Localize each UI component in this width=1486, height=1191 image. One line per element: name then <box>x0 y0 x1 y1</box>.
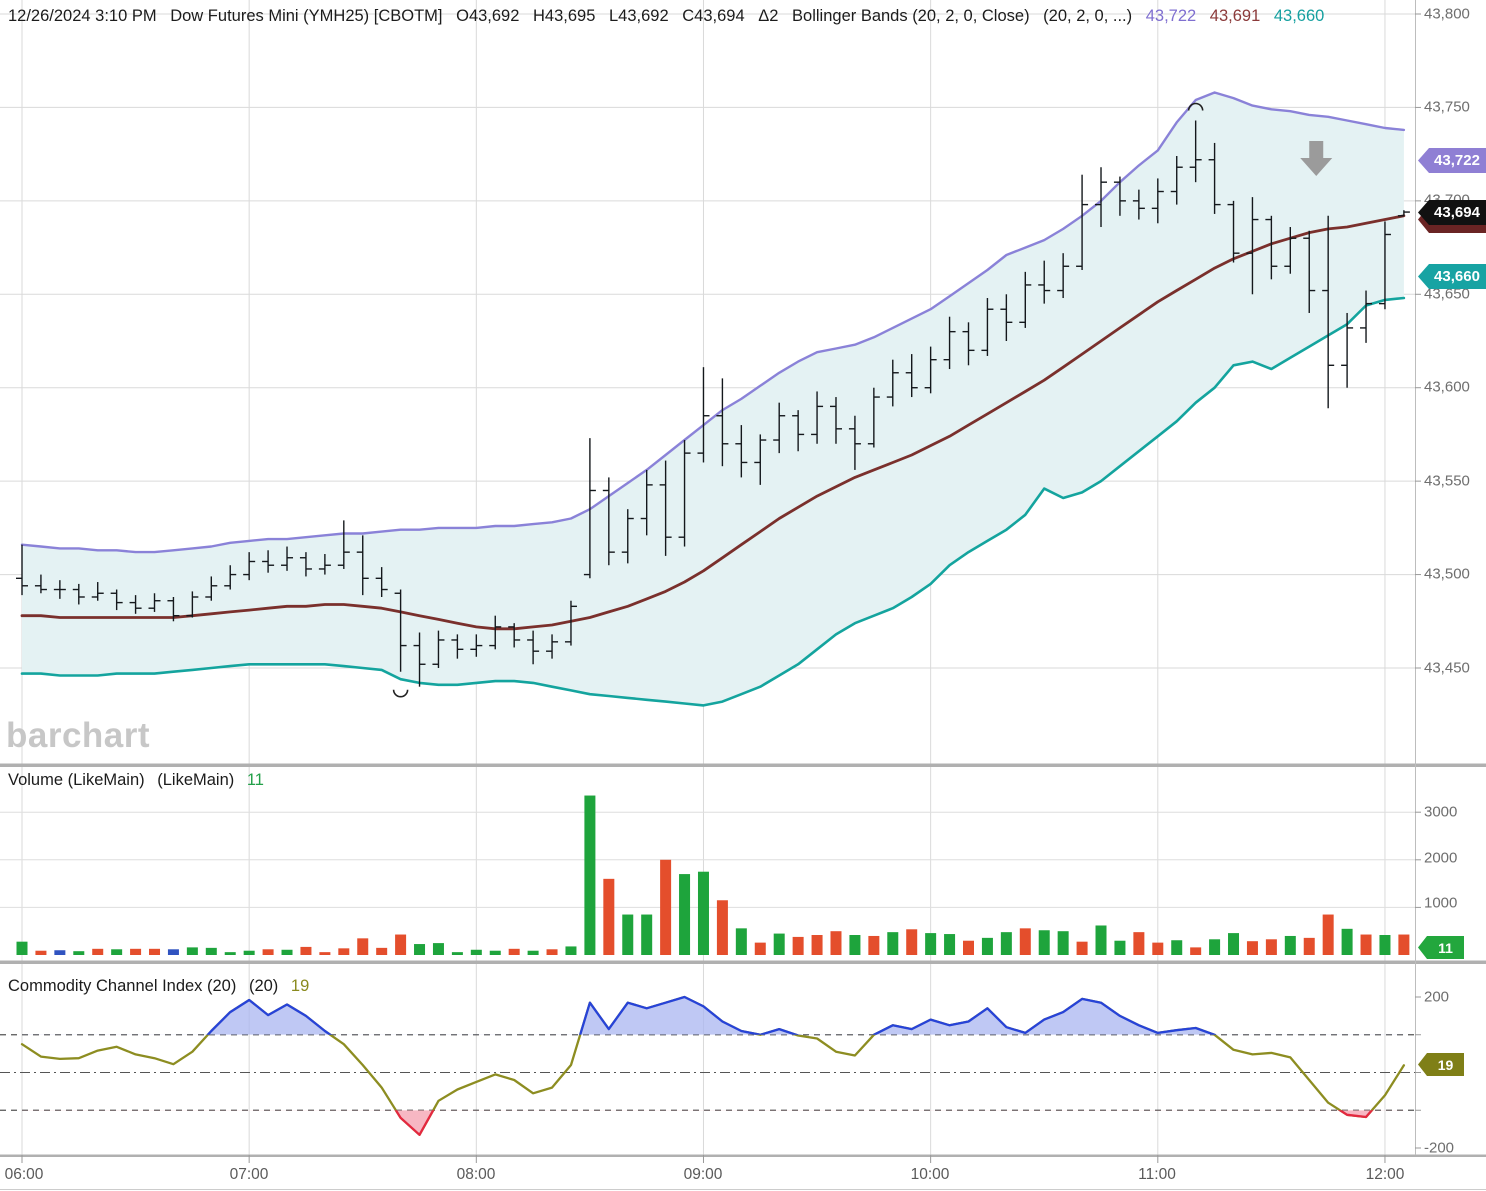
chart-window: 12/26/2024 3:10 PM Dow Futures Mini (YMH… <box>0 0 1486 1191</box>
price-chart-canvas[interactable] <box>0 0 1486 1191</box>
